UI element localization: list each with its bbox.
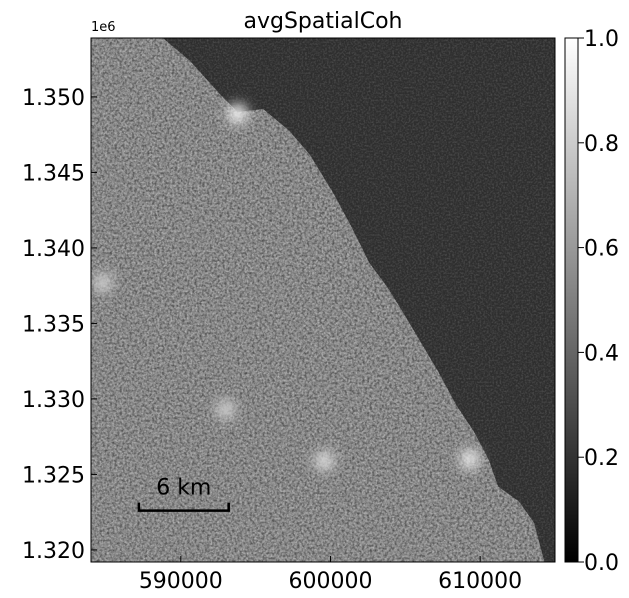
colorbar-gradient [564,37,579,563]
y-tick-label: 1.340 [22,237,85,262]
x-axis: 590000 600000 610000 [139,556,522,594]
chart-title: avgSpatialCoh [244,9,403,34]
y-tick-label: 1.335 [22,312,85,337]
colorbar-axis: 0.0 0.2 0.4 0.6 0.8 1.0 [578,27,619,576]
colorbar-tick-label: 0.4 [584,341,619,366]
x-tick-label: 590000 [139,569,223,594]
land-dark-texture [91,38,545,562]
y-offset-label: 1e6 [91,20,116,35]
bright-feature [215,399,236,420]
colorbar-tick-label: 0.2 [584,446,619,471]
y-tick-label: 1.325 [22,463,85,488]
y-tick-label: 1.320 [22,539,85,564]
x-tick-label: 600000 [288,569,372,594]
bright-feature [227,103,248,124]
plot-frame [90,37,556,563]
bright-feature [92,272,113,293]
y-tick-label: 1.350 [22,86,85,111]
y-axis: 1.320 1.325 1.330 1.335 1.340 1.345 1.350 [22,86,97,564]
scale-bar-label: 6 km [156,476,211,501]
colorbar: 0.0 0.2 0.4 0.6 0.8 1.0 [564,27,619,576]
x-tick-label: 610000 [438,569,522,594]
colorbar-tick-label: 1.0 [584,27,619,52]
bright-features [92,103,480,471]
colorbar-tick-label: 0.0 [584,551,619,576]
scale-bar-line [137,502,230,512]
y-tick-label: 1.330 [22,388,85,413]
bright-feature [459,449,480,470]
heatmap-image [91,38,555,562]
y-tick-label: 1.345 [22,161,85,186]
scale-bar: 6 km [137,476,230,512]
colorbar-tick-label: 0.6 [584,237,619,262]
bright-feature [314,450,335,471]
colorbar-tick-label: 0.8 [584,132,619,157]
